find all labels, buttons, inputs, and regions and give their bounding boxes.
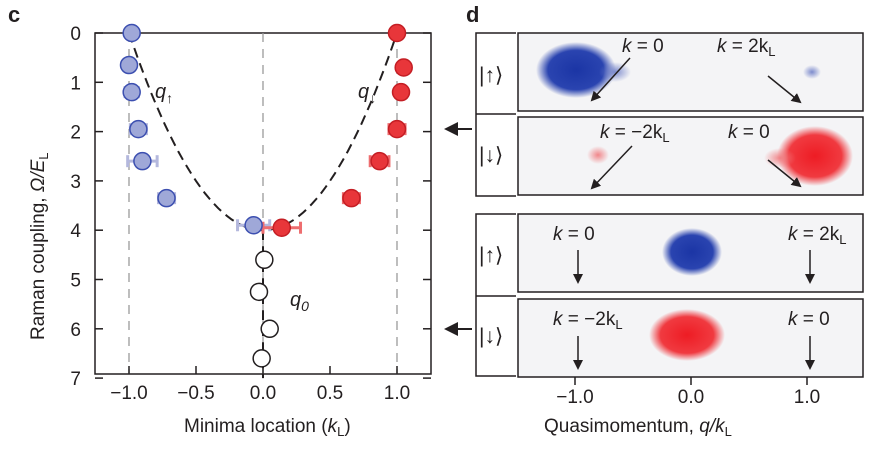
data-point	[157, 188, 176, 208]
image-panel-down-1	[517, 116, 864, 196]
cloud-up-2-center	[662, 228, 722, 276]
annotation-up-1-k0: k = 0	[590, 36, 664, 102]
data-point	[244, 216, 263, 235]
x-tick-label: 0.5	[317, 383, 343, 404]
data-point	[394, 58, 413, 77]
x-tick-label: 0.0	[250, 383, 276, 404]
svg-text:k = 0: k = 0	[788, 309, 830, 330]
x-tick-label: −1.0	[110, 383, 148, 404]
state-label-down-1: |↓⟩	[479, 144, 503, 167]
annotation-up-2-k2: k = 2kL	[788, 224, 846, 284]
y-tick-label: 7	[70, 369, 81, 390]
svg-text:k = −2kL: k = −2kL	[553, 309, 623, 332]
cloud-up-1-k0	[536, 42, 616, 98]
svg-text:k = 2kL: k = 2kL	[717, 36, 775, 59]
data-point	[252, 349, 271, 368]
svg-text:k = 2kL: k = 2kL	[788, 224, 846, 247]
panel-c-plot: 0 1 2 3 4 5 6 7 −1.0 −0.5 0.0 0.5 1.0	[70, 23, 432, 404]
panel-c-y-ticks: 0 1 2 3 4 5 6 7	[70, 24, 431, 390]
series-label-q0: q0	[290, 289, 309, 314]
state-label-down-2: |↓⟩	[479, 325, 503, 348]
data-point	[122, 23, 141, 43]
state-label-up-1: |↑⟩	[479, 64, 503, 87]
panel-d-bracket-bottom	[475, 213, 516, 377]
cloud-down-1-k0	[777, 126, 853, 186]
cloud-up-1-k2	[803, 65, 821, 79]
panel-c-letter: c	[8, 2, 20, 27]
data-point	[391, 82, 411, 102]
svg-text:k = 0: k = 0	[622, 36, 664, 57]
cloud-down-2-center	[649, 309, 725, 361]
annotation-down-2-km2: k = −2kL	[553, 309, 623, 370]
panel-c-x-axis-title: Minima location (kL)	[184, 416, 351, 439]
y-tick-label: 1	[70, 73, 81, 94]
image-panel-up-1	[517, 32, 864, 112]
y-tick-label: 5	[70, 271, 81, 292]
series-label-q-up: q↑	[155, 81, 173, 106]
series-label-q-down: q↓	[358, 81, 376, 106]
data-point	[272, 218, 292, 237]
annotation-up-2-k0: k = 0	[553, 224, 595, 284]
y-tick-label: 6	[70, 320, 81, 341]
data-point	[249, 282, 269, 302]
annotation-down-2-k0: k = 0	[788, 309, 830, 370]
y-tick-label: 3	[70, 172, 81, 193]
panel-c-y-axis-title: Raman coupling, Ω/EL	[28, 152, 51, 340]
y-tick-label: 4	[70, 221, 81, 242]
data-point	[387, 119, 407, 139]
data-point	[119, 55, 139, 75]
y-tick-label: 0	[70, 24, 81, 45]
x-tick-label: 0.0	[678, 387, 704, 408]
svg-text:k = −2kL: k = −2kL	[600, 122, 670, 145]
panel-c-x-ticks: −1.0 −0.5 0.0 0.5 1.0	[110, 366, 410, 404]
svg-text:k = 0: k = 0	[728, 122, 770, 143]
panel-d-bracket-top	[475, 32, 516, 197]
data-point	[370, 151, 389, 171]
data-point	[122, 82, 141, 102]
x-tick-label: 1.0	[384, 383, 410, 404]
y-tick-label: 2	[70, 123, 81, 144]
data-point	[387, 23, 407, 43]
data-point	[133, 151, 152, 171]
panel-d-x-ticks: −1.0 0.0 1.0	[556, 377, 820, 408]
svg-text:k = 0: k = 0	[553, 224, 595, 245]
annotation-down-1-km2: k = −2kL	[590, 122, 670, 190]
x-tick-label: −1.0	[556, 387, 594, 408]
data-point	[260, 319, 279, 339]
annotation-down-1-k0: k = 0	[728, 122, 802, 188]
x-tick-label: 1.0	[794, 387, 820, 408]
panel-d-letter: d	[466, 2, 479, 27]
panel-d-x-axis-title: Quasimomentum, q/kL	[544, 416, 732, 439]
panel-c-points	[119, 23, 413, 368]
data-point	[129, 119, 148, 139]
data-point	[342, 188, 361, 208]
cloud-down-1-km2	[587, 146, 609, 164]
x-tick-label: −0.5	[177, 383, 215, 404]
state-label-up-2: |↑⟩	[479, 244, 503, 267]
annotation-up-1-k2: k = 2kL	[717, 36, 802, 104]
data-point	[255, 250, 274, 270]
